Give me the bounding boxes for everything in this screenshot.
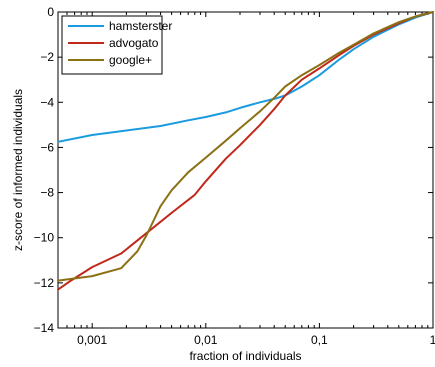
series-line-advogato bbox=[57, 11, 434, 291]
y-tick-label: −12 bbox=[34, 276, 55, 290]
series-lines bbox=[57, 11, 434, 291]
x-tick-label: 0,001 bbox=[77, 333, 107, 347]
y-tick-label: −6 bbox=[40, 140, 54, 154]
x-tick-label: 1 bbox=[430, 333, 435, 347]
legend-label: advogato bbox=[109, 36, 159, 50]
x-tick-label: 0,01 bbox=[194, 333, 218, 347]
y-axis-label: z-score of informed individuals bbox=[11, 89, 25, 251]
y-tick-label: −4 bbox=[40, 95, 54, 109]
legend: hamsterster advogato google+ bbox=[61, 15, 172, 75]
legend-label: google+ bbox=[109, 53, 152, 67]
y-tick-label: −14 bbox=[34, 321, 55, 335]
x-axis-label: fraction of individuals bbox=[189, 349, 301, 363]
axis-ticks: 0,001 0,01 0,1 1 0 −2 −4 −6 −8 −10 −12 −14 bbox=[34, 5, 435, 347]
x-tick-label: 0,1 bbox=[311, 333, 328, 347]
y-tick-label: −10 bbox=[34, 231, 55, 245]
y-tick-label: −8 bbox=[40, 186, 54, 200]
y-tick-label: −2 bbox=[40, 50, 54, 64]
legend-label: hamsterster bbox=[109, 19, 172, 33]
series-line-google- bbox=[57, 11, 434, 282]
y-tick-label: 0 bbox=[47, 5, 54, 19]
